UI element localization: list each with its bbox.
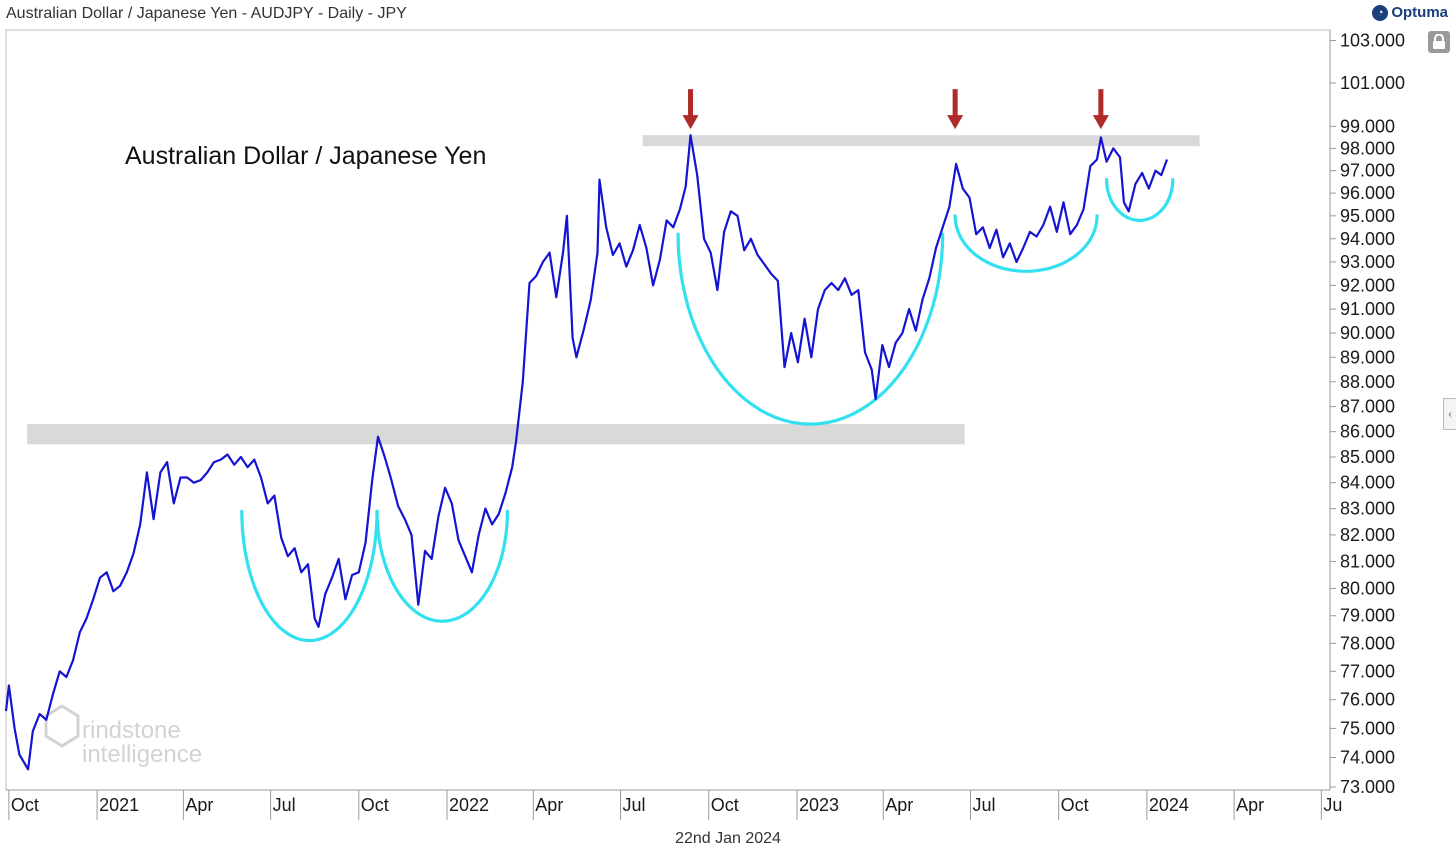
cup-arc-2 (375, 509, 509, 623)
x-tick-label: Jul (972, 795, 995, 815)
brand-label: Optuma (1391, 4, 1448, 21)
y-tick-label: 80.000 (1340, 578, 1395, 598)
x-tick-label: Oct (711, 795, 739, 815)
y-tick-label: 98.000 (1340, 138, 1395, 158)
down-arrow-icon (682, 89, 699, 130)
y-tick-label: 97.000 (1340, 161, 1395, 181)
x-tick-label: Jul (623, 795, 646, 815)
y-tick-label: 82.000 (1340, 525, 1395, 545)
y-tick-label: 87.000 (1340, 397, 1395, 417)
watermark: rindstone intelligence (44, 704, 202, 768)
resistance-zone-2 (642, 135, 1200, 147)
y-tick-label: 101.000 (1340, 73, 1405, 93)
down-arrow-icon (1092, 89, 1109, 130)
cup-arc-3 (676, 232, 945, 426)
watermark-line2: intelligence (82, 741, 202, 768)
collapse-panel-button[interactable]: ‹ (1443, 398, 1456, 430)
y-tick-label: 84.000 (1340, 473, 1395, 493)
y-tick-label: 85.000 (1340, 447, 1395, 467)
optuma-logo-icon: ◔ (1372, 4, 1389, 21)
chart-header-title: Australian Dollar / Japanese Yen - AUDJP… (6, 5, 407, 22)
down-arrow-shaft (1098, 89, 1104, 118)
lock-button[interactable] (1428, 31, 1450, 53)
y-tick-label: 95.000 (1340, 206, 1395, 226)
y-tick-label: 96.000 (1340, 183, 1395, 203)
y-tick-label: 89.000 (1340, 347, 1395, 367)
y-tick-label: 73.000 (1340, 777, 1395, 797)
down-arrow-icon (947, 89, 964, 130)
cup-arc-5 (1105, 178, 1175, 223)
cup-arc-4 (953, 214, 1099, 273)
y-tick-label: 79.000 (1340, 606, 1395, 626)
down-arrow-head (1092, 115, 1109, 130)
y-tick-label: 81.000 (1340, 552, 1395, 572)
y-tick-label: 83.000 (1340, 499, 1395, 519)
down-arrow-shaft (688, 89, 694, 118)
watermark-line1: rindstone (82, 717, 181, 744)
x-tick-label: Oct (361, 795, 389, 815)
lock-icon (1433, 34, 1445, 49)
x-tick-label: 2022 (449, 795, 489, 815)
y-tick-label: 91.000 (1340, 299, 1395, 319)
y-tick-label: 93.000 (1340, 252, 1395, 272)
x-tick-label: Apr (1236, 795, 1264, 815)
x-tick-label: Jul (273, 795, 296, 815)
x-tick-label: 2024 (1149, 795, 1189, 815)
x-tick-label: Ju (1323, 795, 1342, 815)
x-tick-label: 2023 (799, 795, 839, 815)
cup-arc-1 (240, 509, 379, 643)
chart-title: Australian Dollar / Japanese Yen (125, 142, 486, 170)
down-arrow-head (947, 115, 964, 130)
y-tick-label: 75.000 (1340, 718, 1395, 738)
brand-logo: ◔ Optuma (1372, 4, 1448, 21)
watermark-logo-icon (44, 704, 80, 748)
y-tick-label: 94.000 (1340, 229, 1395, 249)
down-arrow-shaft (952, 89, 958, 118)
y-tick-label: 77.000 (1340, 661, 1395, 681)
x-tick-label: Oct (1061, 795, 1089, 815)
x-tick-label: Apr (185, 795, 213, 815)
chevron-left-icon: ‹ (1448, 408, 1452, 420)
down-arrow-head (682, 115, 699, 130)
y-tick-label: 90.000 (1340, 323, 1395, 343)
y-tick-label: 88.000 (1340, 372, 1395, 392)
y-tick-label: 92.000 (1340, 275, 1395, 295)
y-tick-label: 103.000 (1340, 31, 1405, 51)
x-tick-label: 2021 (99, 795, 139, 815)
y-tick-label: 86.000 (1340, 422, 1395, 442)
price-series-line (4, 134, 1169, 771)
chart-date-footer: 22nd Jan 2024 (675, 830, 781, 847)
y-tick-label: 76.000 (1340, 690, 1395, 710)
resistance-zone-1 (27, 424, 965, 445)
y-tick-label: 99.000 (1340, 116, 1395, 136)
x-tick-label: Oct (11, 795, 39, 815)
x-tick-label: Apr (885, 795, 913, 815)
y-tick-label: 74.000 (1340, 748, 1395, 768)
x-tick-label: Apr (535, 795, 563, 815)
y-tick-label: 78.000 (1340, 633, 1395, 653)
